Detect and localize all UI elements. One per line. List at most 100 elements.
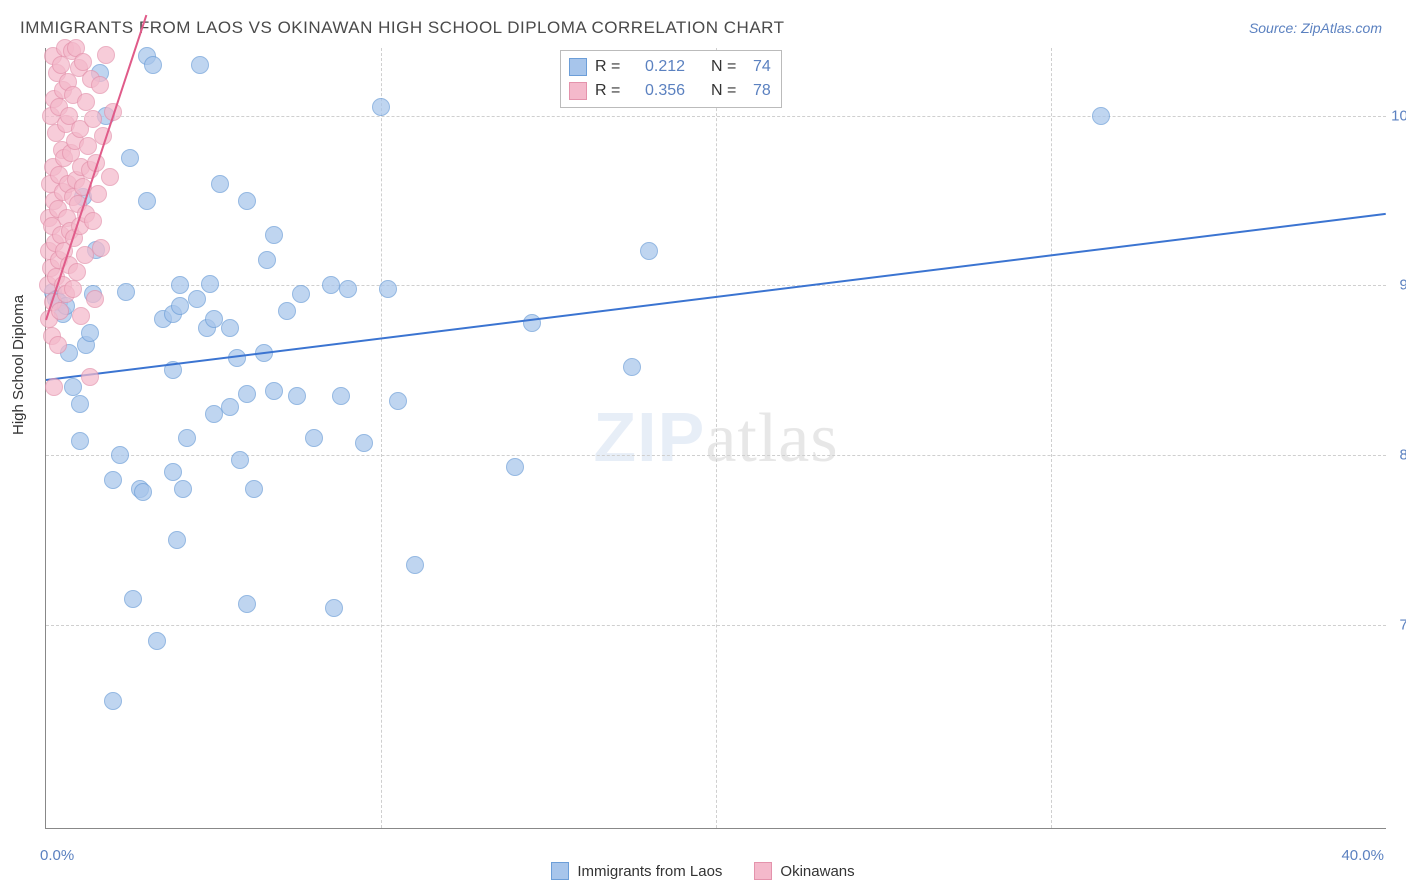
legend-r-value: 0.356 xyxy=(645,79,703,103)
legend-swatch xyxy=(569,58,587,76)
scatter-point-laos xyxy=(278,302,296,320)
legend-series: Immigrants from Laos Okinawans xyxy=(0,862,1406,884)
legend-series-label: Immigrants from Laos xyxy=(577,863,722,880)
scatter-point-laos xyxy=(238,385,256,403)
y-tick-label: 90.0% xyxy=(1390,277,1406,294)
scatter-point-okinawans xyxy=(91,76,109,94)
scatter-point-laos xyxy=(171,276,189,294)
scatter-point-laos xyxy=(355,434,373,452)
scatter-point-laos xyxy=(148,632,166,650)
scatter-point-laos xyxy=(134,483,152,501)
scatter-point-laos xyxy=(205,405,223,423)
scatter-point-laos xyxy=(245,480,263,498)
gridline-v xyxy=(716,48,717,828)
y-tick-label: 80.0% xyxy=(1390,446,1406,463)
legend-r-value: 0.212 xyxy=(645,55,703,79)
legend-series-item-laos: Immigrants from Laos xyxy=(551,862,722,880)
scatter-point-laos xyxy=(164,463,182,481)
scatter-point-laos xyxy=(104,692,122,710)
scatter-point-laos xyxy=(325,599,343,617)
legend-r-label: R = xyxy=(595,55,637,79)
legend-n-value: 74 xyxy=(753,55,771,79)
scatter-point-okinawans xyxy=(64,280,82,298)
scatter-point-laos xyxy=(171,297,189,315)
legend-series-item-okinawans: Okinawans xyxy=(754,862,854,880)
scatter-point-okinawans xyxy=(49,336,67,354)
scatter-point-laos xyxy=(111,446,129,464)
gridline-v xyxy=(381,48,382,828)
scatter-point-okinawans xyxy=(84,110,102,128)
scatter-point-laos xyxy=(506,458,524,476)
gridline-v xyxy=(1051,48,1052,828)
scatter-point-laos xyxy=(238,192,256,210)
scatter-point-laos xyxy=(144,56,162,74)
scatter-point-laos xyxy=(372,98,390,116)
y-tick-label: 100.0% xyxy=(1390,107,1406,124)
scatter-point-laos xyxy=(228,349,246,367)
legend-stats: R =0.212N =74R =0.356N =78 xyxy=(560,50,782,108)
scatter-point-laos xyxy=(339,280,357,298)
scatter-point-okinawans xyxy=(92,239,110,257)
y-axis-label: High School Diploma xyxy=(10,295,27,435)
scatter-point-laos xyxy=(265,382,283,400)
legend-swatch xyxy=(551,862,569,880)
scatter-point-laos xyxy=(191,56,209,74)
legend-swatch xyxy=(569,82,587,100)
watermark-atlas: atlas xyxy=(705,400,838,477)
scatter-point-laos xyxy=(379,280,397,298)
scatter-point-laos xyxy=(288,387,306,405)
source-label: Source: ZipAtlas.com xyxy=(1249,20,1382,36)
scatter-point-laos xyxy=(640,242,658,260)
scatter-point-okinawans xyxy=(76,246,94,264)
scatter-point-okinawans xyxy=(81,368,99,386)
scatter-point-laos xyxy=(231,451,249,469)
watermark-zip: ZIP xyxy=(593,398,705,476)
scatter-point-laos xyxy=(104,471,122,489)
scatter-point-okinawans xyxy=(74,53,92,71)
scatter-point-okinawans xyxy=(101,168,119,186)
scatter-point-laos xyxy=(205,310,223,328)
scatter-point-laos xyxy=(221,319,239,337)
legend-series-label: Okinawans xyxy=(780,863,854,880)
scatter-point-okinawans xyxy=(51,302,69,320)
scatter-point-laos xyxy=(174,480,192,498)
scatter-point-okinawans xyxy=(77,93,95,111)
scatter-point-laos xyxy=(124,590,142,608)
legend-stats-row-okinawans: R =0.356N =78 xyxy=(569,79,771,103)
legend-n-value: 78 xyxy=(753,79,771,103)
scatter-point-laos xyxy=(332,387,350,405)
scatter-point-laos xyxy=(71,395,89,413)
scatter-point-laos xyxy=(188,290,206,308)
scatter-point-laos xyxy=(168,531,186,549)
scatter-point-okinawans xyxy=(86,290,104,308)
scatter-point-laos xyxy=(221,398,239,416)
scatter-point-laos xyxy=(238,595,256,613)
scatter-point-laos xyxy=(258,251,276,269)
scatter-point-okinawans xyxy=(84,212,102,230)
scatter-point-laos xyxy=(117,283,135,301)
scatter-point-okinawans xyxy=(97,46,115,64)
scatter-point-laos xyxy=(1092,107,1110,125)
y-tick-label: 70.0% xyxy=(1390,616,1406,633)
scatter-point-laos xyxy=(305,429,323,447)
scatter-point-laos xyxy=(265,226,283,244)
scatter-point-laos xyxy=(121,149,139,167)
scatter-point-okinawans xyxy=(68,263,86,281)
scatter-point-okinawans xyxy=(72,307,90,325)
scatter-point-laos xyxy=(292,285,310,303)
scatter-point-laos xyxy=(389,392,407,410)
scatter-point-laos xyxy=(138,192,156,210)
legend-r-label: R = xyxy=(595,79,637,103)
scatter-point-laos xyxy=(178,429,196,447)
scatter-point-laos xyxy=(71,432,89,450)
scatter-point-okinawans xyxy=(89,185,107,203)
scatter-point-laos xyxy=(64,378,82,396)
scatter-point-laos xyxy=(623,358,641,376)
scatter-point-laos xyxy=(201,275,219,293)
legend-n-label: N = xyxy=(711,55,745,79)
scatter-point-laos xyxy=(523,314,541,332)
scatter-point-laos xyxy=(406,556,424,574)
legend-swatch xyxy=(754,862,772,880)
scatter-point-laos xyxy=(81,324,99,342)
scatter-point-laos xyxy=(322,276,340,294)
